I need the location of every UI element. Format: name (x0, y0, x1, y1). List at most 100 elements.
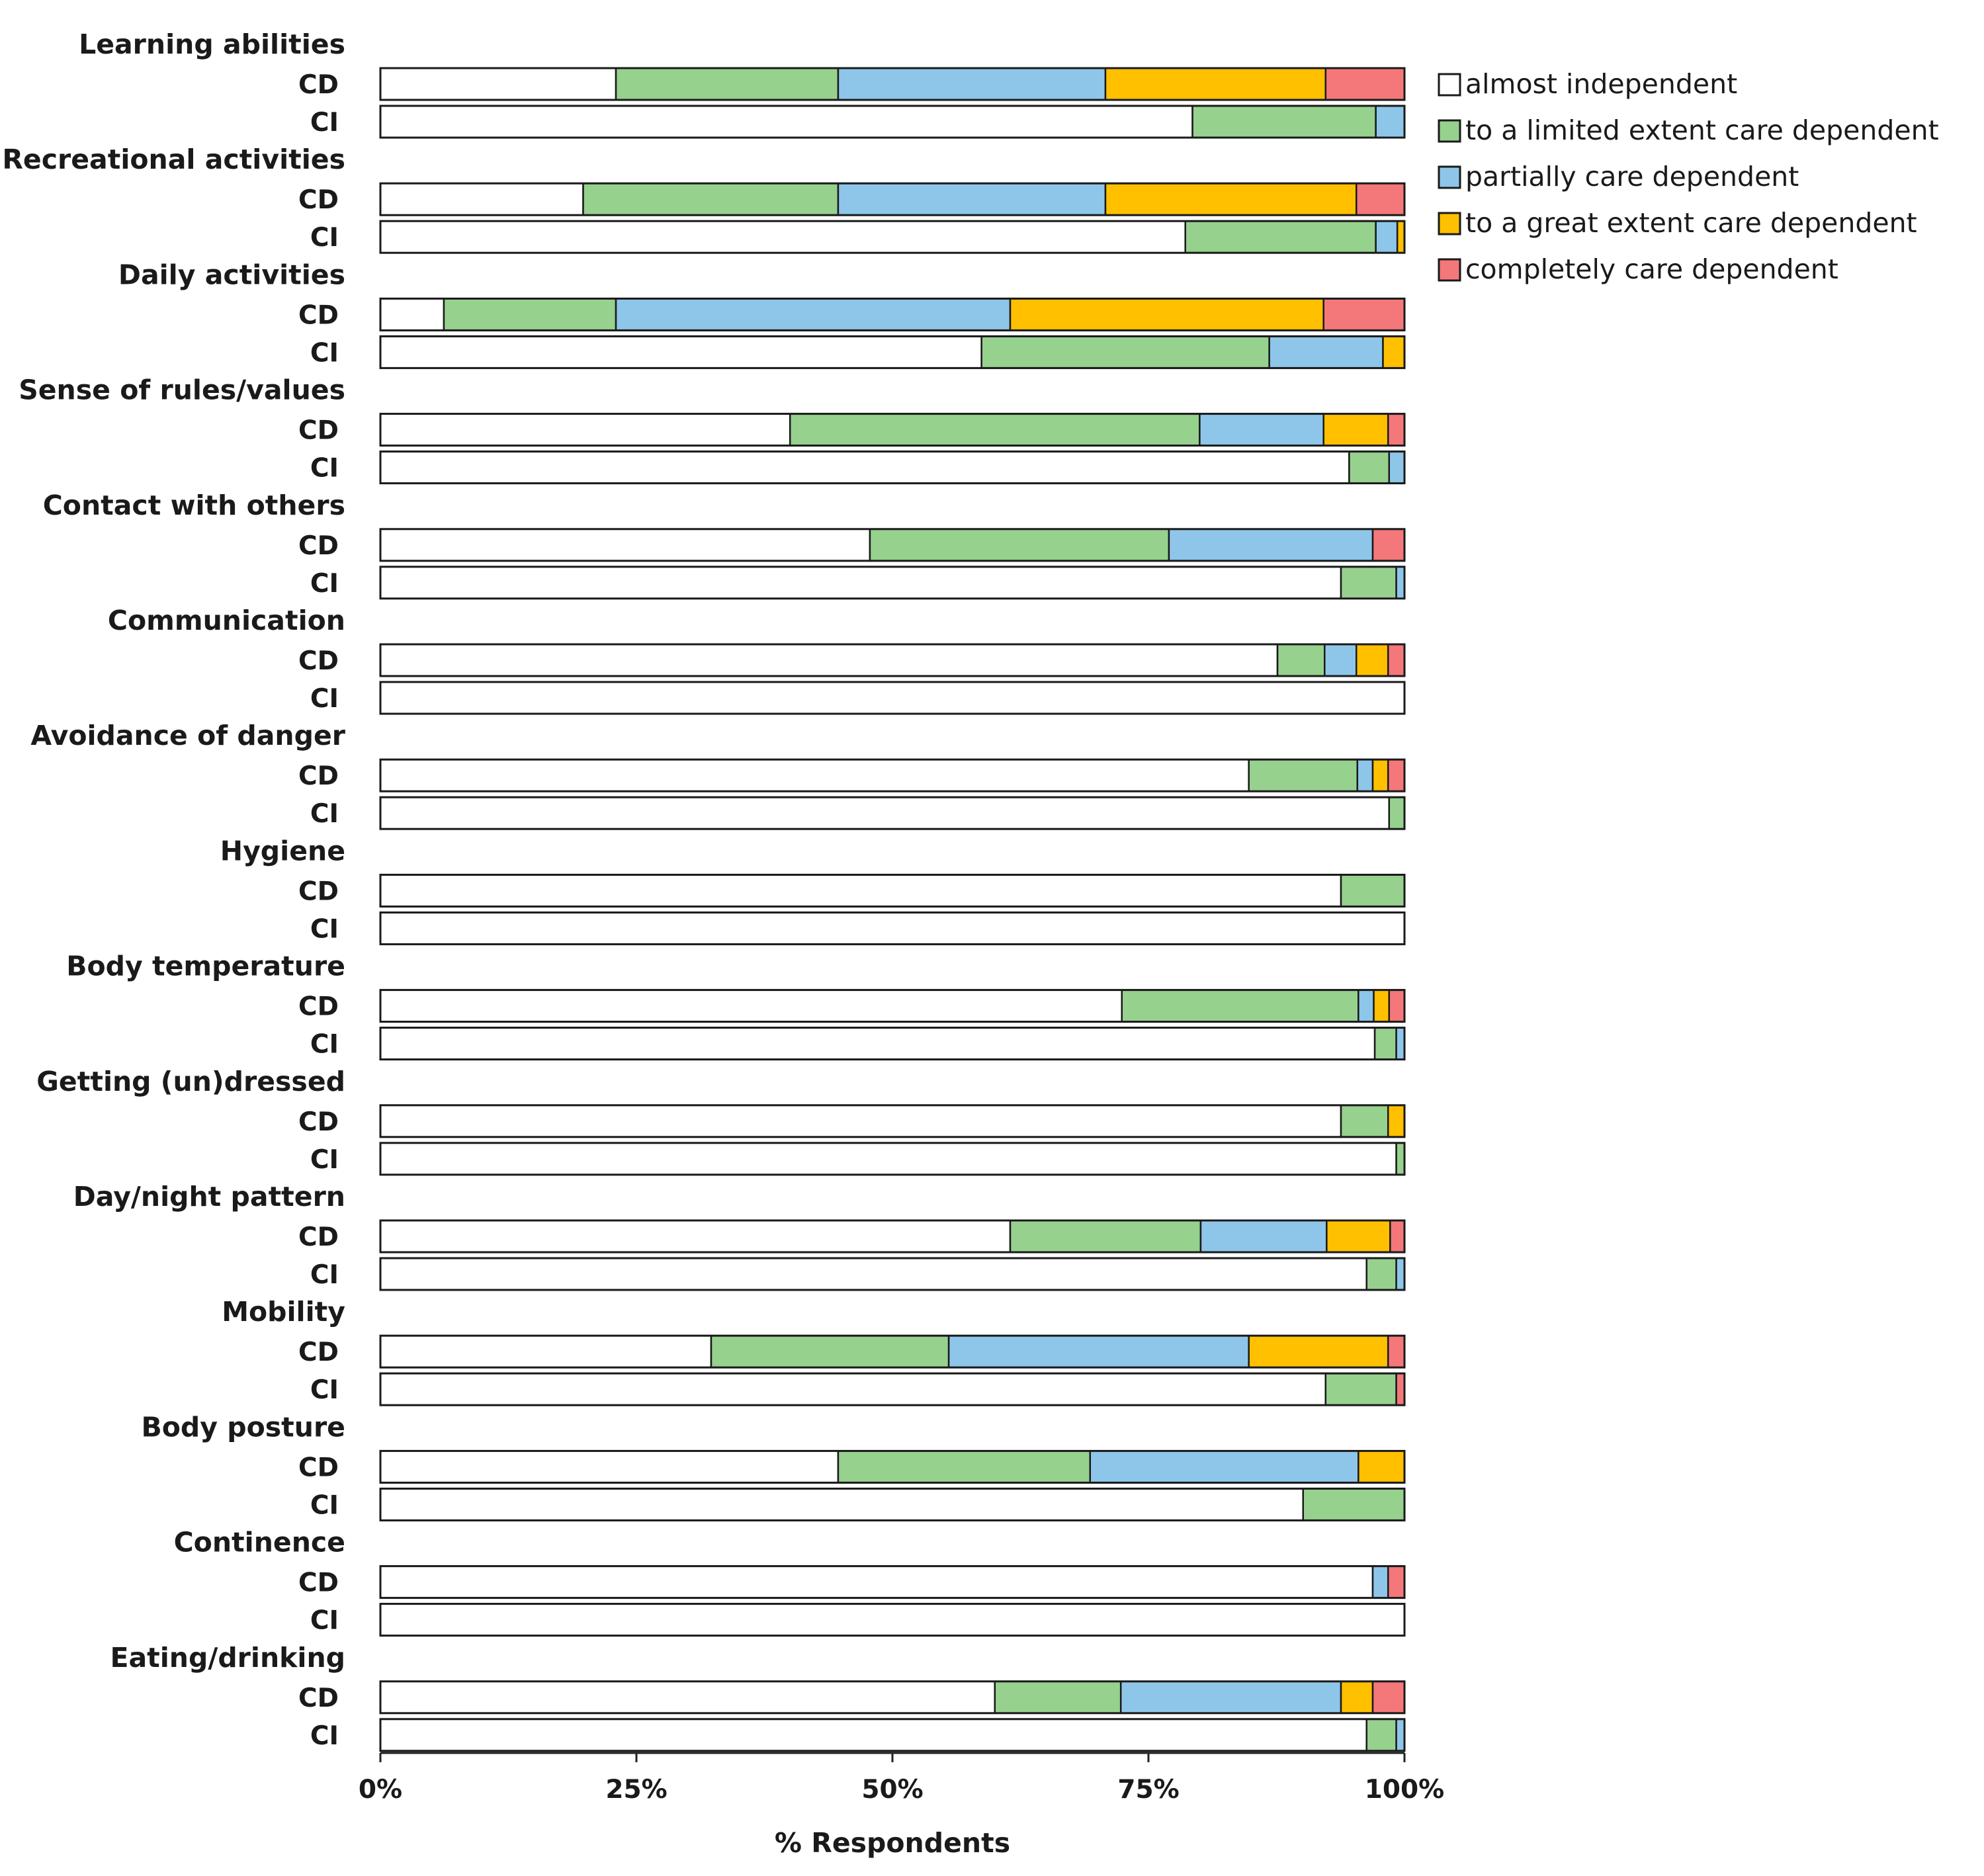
bar-segment-avoidance-of-danger-ci-s0 (379, 796, 1391, 830)
bar-segment-communication-cd-s4 (1387, 643, 1406, 677)
group-label-ci: CI (310, 1490, 339, 1520)
group-label-cd: CD (298, 1107, 339, 1137)
bar-outline-eating-drinking-cd (379, 1680, 1406, 1715)
bar-segment-recreational-activities-cd-s1 (582, 182, 840, 216)
group-label-ci: CI (310, 454, 339, 484)
bar-segment-continence-cd-s4 (1387, 1565, 1406, 1599)
legend-label: to a limited extent care dependent (1465, 114, 1939, 146)
legend-swatch (1438, 119, 1461, 143)
x-tick-label: 50% (861, 1775, 923, 1805)
group-label-ci: CI (310, 569, 339, 599)
category-label-eating-drinking: Eating/drinking (110, 1642, 345, 1674)
bar-segment-day-night-pattern-cd-s1 (1009, 1219, 1202, 1254)
bar-segment-body-posture-cd-s0 (379, 1450, 840, 1484)
category-label-day-night-pattern: Day/night pattern (73, 1181, 345, 1213)
bar-segment-learning-abilities-ci-s2 (1375, 105, 1406, 139)
bar-segment-body-posture-cd-s3 (1358, 1450, 1406, 1484)
bar-segment-getting-un-dressed-cd-s0 (379, 1104, 1342, 1138)
bar-segment-recreational-activities-ci-s2 (1375, 220, 1399, 254)
bar-outline-mobility-ci (379, 1372, 1406, 1406)
category-label-body-temperature: Body temperature (66, 951, 345, 982)
bar-segment-mobility-cd-s4 (1387, 1334, 1406, 1369)
legend-swatch (1438, 165, 1461, 189)
bar-outline-recreational-activities-cd (379, 182, 1406, 216)
group-label-ci: CI (310, 108, 339, 138)
category-label-daily-activities: Daily activities (118, 259, 345, 290)
bar-outline-hygiene-cd (379, 873, 1406, 908)
bar-segment-avoidance-of-danger-ci-s1 (1388, 796, 1406, 830)
bar-segment-daily-activities-ci-s0 (379, 335, 982, 369)
bar-segment-body-posture-ci-s0 (379, 1488, 1304, 1521)
bar-segment-sense-of-rules-values-cd-s1 (789, 413, 1201, 447)
group-label-cd: CD (298, 761, 339, 791)
bar-outline-sense-of-rules-values-ci (379, 450, 1406, 485)
bar-segment-day-night-pattern-cd-s4 (1389, 1219, 1406, 1254)
bar-outline-day-night-pattern-ci (379, 1257, 1406, 1291)
x-axis-ticks: 0% 25% 50% 75% 100% (359, 1753, 1444, 1805)
group-label-cd: CD (298, 185, 339, 215)
group-label-cd: CD (298, 70, 339, 100)
category-label-contact-with-others: Contact with others (43, 490, 345, 521)
legend-swatch (1438, 212, 1461, 235)
group-label-cd: CD (298, 300, 339, 330)
bar-segment-sense-of-rules-values-ci-s1 (1348, 450, 1391, 484)
group-label-ci: CI (310, 1260, 339, 1290)
bar-segment-daily-activities-ci-s3 (1382, 335, 1406, 369)
legend-label: partially care dependent (1465, 161, 1799, 192)
group-label-cd: CD (298, 1684, 339, 1713)
bar-outline-body-temperature-ci (379, 1027, 1406, 1061)
bar-outline-learning-abilities-cd (379, 67, 1406, 101)
bar-segment-daily-activities-cd-s0 (379, 298, 445, 331)
bar-outline-body-temperature-cd (379, 989, 1406, 1023)
bar-segment-mobility-ci-s1 (1324, 1372, 1397, 1406)
bar-outline-daily-activities-cd (379, 297, 1406, 331)
bar-segment-eating-drinking-cd-s0 (379, 1680, 996, 1715)
group-label-cd: CD (298, 1568, 339, 1598)
bar-segment-communication-cd-s0 (379, 643, 1279, 677)
bar-segment-body-temperature-cd-s3 (1373, 989, 1391, 1023)
bar-outline-eating-drinking-ci (379, 1718, 1406, 1752)
bar-segment-communication-cd-s1 (1276, 643, 1326, 677)
bar-segment-body-posture-cd-s1 (837, 1450, 1092, 1484)
bar-segment-daily-activities-cd-s1 (443, 298, 617, 331)
group-label-ci: CI (310, 914, 339, 944)
bar-segment-body-posture-cd-s2 (1089, 1450, 1359, 1484)
bar-segment-avoidance-of-danger-cd-s3 (1371, 758, 1389, 792)
bar-segment-avoidance-of-danger-cd-s4 (1387, 758, 1406, 792)
category-label-sense-of-rules-values: Sense of rules/values (19, 374, 345, 406)
bar-segment-eating-drinking-cd-s1 (994, 1680, 1122, 1715)
bar-outline-contact-with-others-cd (379, 528, 1406, 562)
bar-segment-daily-activities-cd-s2 (615, 298, 1012, 331)
group-label-cd: CD (298, 876, 339, 906)
group-label-cd: CD (298, 1338, 339, 1367)
bar-segment-avoidance-of-danger-cd-s1 (1248, 758, 1359, 792)
bar-segment-continence-cd-s0 (379, 1565, 1374, 1599)
bar-segment-contact-with-others-ci-s2 (1395, 566, 1406, 600)
bar-outline-getting-un-dressed-ci (379, 1142, 1406, 1176)
category-label-communication: Communication (108, 605, 345, 636)
bar-outline-contact-with-others-ci (379, 566, 1406, 600)
x-tick-label: 0% (359, 1775, 402, 1805)
bar-segment-body-temperature-cd-s1 (1121, 989, 1359, 1023)
group-label-ci: CI (310, 799, 339, 829)
bar-segment-hygiene-cd-s0 (379, 874, 1342, 908)
bar-segment-daily-activities-cd-s3 (1009, 298, 1324, 331)
bar-segment-body-temperature-ci-s0 (379, 1027, 1376, 1060)
bar-segment-learning-abilities-ci-s0 (379, 105, 1193, 139)
bar-outline-avoidance-of-danger-cd (379, 758, 1406, 792)
bar-outline-communication-ci (379, 681, 1406, 715)
bar-outline-hygiene-ci (379, 911, 1406, 945)
bar-segment-day-night-pattern-ci-s1 (1365, 1257, 1397, 1291)
bar-segment-mobility-cd-s2 (947, 1334, 1250, 1369)
bar-outline-recreational-activities-ci (379, 220, 1406, 254)
legend-label: completely care dependent (1465, 253, 1838, 285)
bars-layer (379, 67, 1406, 1752)
bar-segment-getting-un-dressed-ci-s0 (379, 1142, 1397, 1176)
bar-segment-learning-abilities-cd-s4 (1324, 67, 1406, 101)
bar-segment-hygiene-ci-s0 (379, 912, 1406, 945)
bar-segment-communication-cd-s2 (1324, 643, 1358, 677)
bar-segment-eating-drinking-cd-s2 (1119, 1680, 1342, 1715)
x-tick-label: 75% (1117, 1775, 1179, 1805)
bar-segment-recreational-activities-ci-s1 (1184, 220, 1377, 254)
